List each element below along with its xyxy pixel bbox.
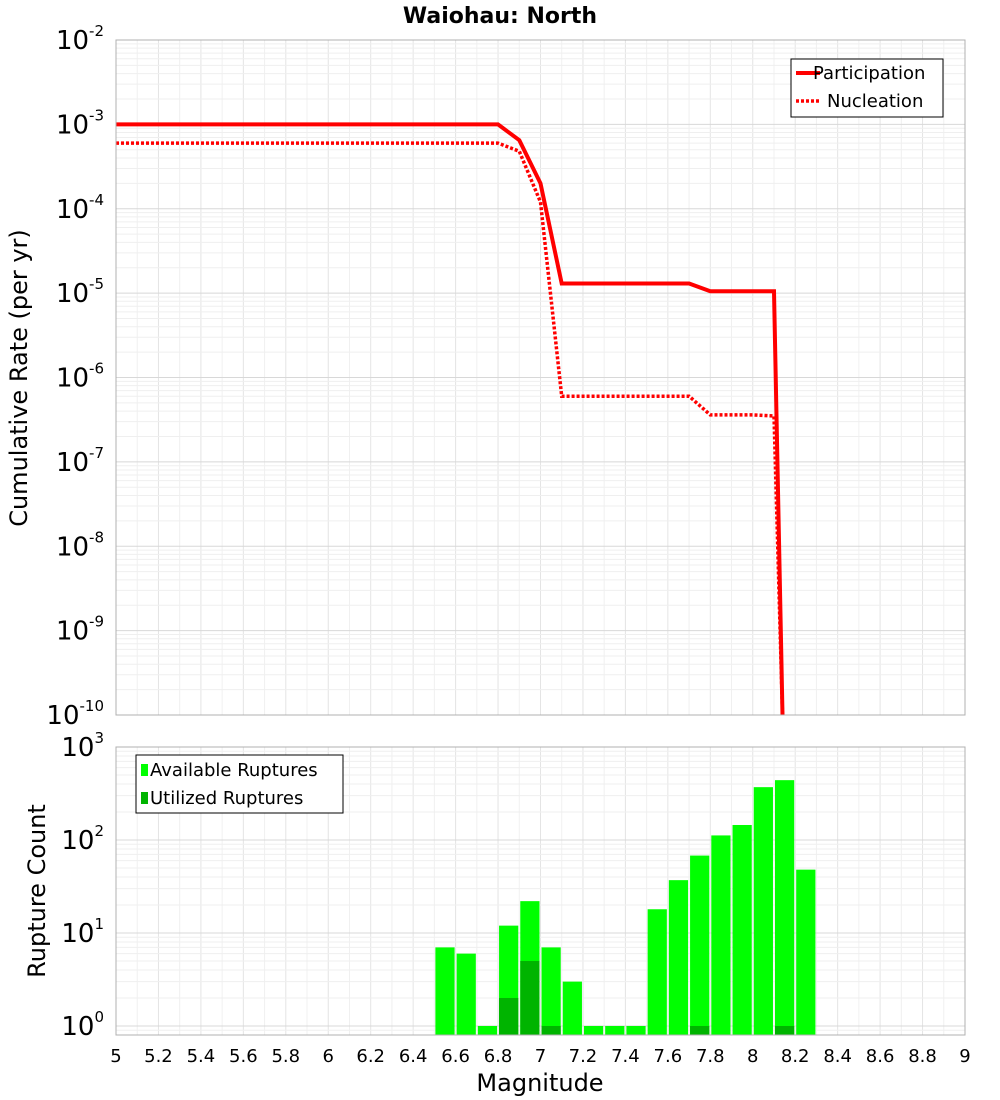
utilized-ruptures-bar [690, 1025, 710, 1035]
x-tick-label: 5 [110, 1046, 121, 1067]
top-legend: Participation Nucleation [790, 58, 944, 118]
top-y-axis-label: Cumulative Rate (per yr) [5, 229, 33, 527]
x-axis-label: Magnitude [476, 1069, 603, 1097]
x-tick-label: 8.8 [908, 1046, 937, 1067]
x-tick-label: 8.2 [781, 1046, 810, 1067]
x-tick-label: 8 [747, 1046, 758, 1067]
available-ruptures-bar [753, 787, 773, 1035]
top-y-tick-label: 10-9 [56, 613, 104, 647]
x-tick-label: 5.6 [229, 1046, 258, 1067]
x-tick-label: 6.4 [399, 1046, 428, 1067]
bottom-legend: Available Ruptures Utilized Ruptures [135, 754, 344, 814]
x-tick-label: 9 [959, 1046, 970, 1067]
available-ruptures-bar [477, 1025, 498, 1035]
x-tick-label: 5.8 [271, 1046, 300, 1067]
top-y-tick-label: 10-8 [56, 528, 104, 562]
x-tick-label: 6 [323, 1046, 334, 1067]
nucleation-legend-label: Nucleation [827, 91, 923, 112]
x-tick-label: 7 [535, 1046, 546, 1067]
bottom-y-tick-label: 100 [61, 1008, 104, 1042]
top-y-tick-label: 10-2 [56, 22, 104, 56]
x-tick-label: 8.4 [823, 1046, 852, 1067]
x-tick-label: 6.6 [441, 1046, 470, 1067]
available-ruptures-bar [732, 824, 752, 1035]
x-tick-label: 6.2 [356, 1046, 385, 1067]
utilized-ruptures-legend-swatch [141, 792, 148, 804]
x-tick-label: 6.8 [484, 1046, 513, 1067]
utilized-ruptures-bar [499, 997, 519, 1035]
bottom-y-axis-label: Rupture Count [23, 804, 51, 978]
legend-box [135, 754, 344, 814]
top-y-tick-label: 10-6 [56, 360, 104, 394]
bottom-y-tick-label: 103 [61, 729, 104, 763]
available-ruptures-bar [562, 981, 582, 1035]
available-ruptures-bar [647, 909, 667, 1035]
available-ruptures-bar [435, 947, 455, 1035]
top-plot-grid [115, 39, 966, 716]
x-tick-label: 7.6 [654, 1046, 683, 1067]
utilized-ruptures-legend-label: Utilized Ruptures [150, 788, 303, 809]
available-ruptures-bar [583, 1025, 604, 1035]
chart-title: Waiohau: North [403, 4, 597, 29]
top-plot-panel: 10-2 10-3 10-4 10-5 10-6 10-7 10-8 10-9 10-10 Par… [46, 22, 966, 731]
participation-legend-label: Participation [813, 63, 925, 84]
available-ruptures-bar [456, 953, 476, 1035]
top-plot-frame [115, 39, 966, 716]
available-ruptures-bar [796, 869, 816, 1035]
utilized-ruptures-bar [774, 1025, 795, 1035]
bottom-plot-panel: 103 102 101 100 5 5.2 5.4 5.6 5.8 6 6.2 6.4 6.6 6.8 7 7… [61, 729, 970, 1067]
participation-series-line [116, 122, 785, 716]
top-y-tick-label: 10-5 [56, 275, 104, 309]
available-ruptures-bar [774, 780, 795, 1035]
available-ruptures-bar [605, 1025, 625, 1035]
x-tick-label: 7.8 [696, 1046, 725, 1067]
available-ruptures-bar [690, 855, 710, 1035]
x-tick-label: 5.4 [187, 1046, 216, 1067]
x-tick-label: 8.6 [866, 1046, 895, 1067]
available-ruptures-bar [711, 835, 731, 1035]
utilized-ruptures-bar [520, 960, 540, 1035]
bottom-y-tick-label: 102 [61, 822, 104, 856]
legend-box [790, 58, 944, 118]
bottom-y-tick-label: 101 [61, 915, 104, 949]
top-y-tick-label: 10-4 [56, 191, 104, 225]
available-ruptures-legend-label: Available Ruptures [150, 760, 318, 781]
x-tick-label: 7.4 [611, 1046, 640, 1067]
nucleation-series-line [116, 141, 785, 716]
available-ruptures-legend-swatch [141, 764, 148, 776]
available-ruptures-bar [668, 880, 689, 1035]
bottom-plot-frame [115, 746, 966, 1036]
top-y-tick-label: 10-10 [46, 697, 104, 731]
utilized-ruptures-bar [541, 1025, 561, 1035]
available-ruptures-bar [626, 1025, 646, 1035]
x-tick-label: 7.2 [569, 1046, 598, 1067]
available-ruptures-bar [541, 947, 561, 1035]
x-tick-label: 5.2 [144, 1046, 173, 1067]
top-y-tick-label: 10-3 [56, 106, 104, 140]
top-y-tick-label: 10-7 [56, 444, 104, 478]
